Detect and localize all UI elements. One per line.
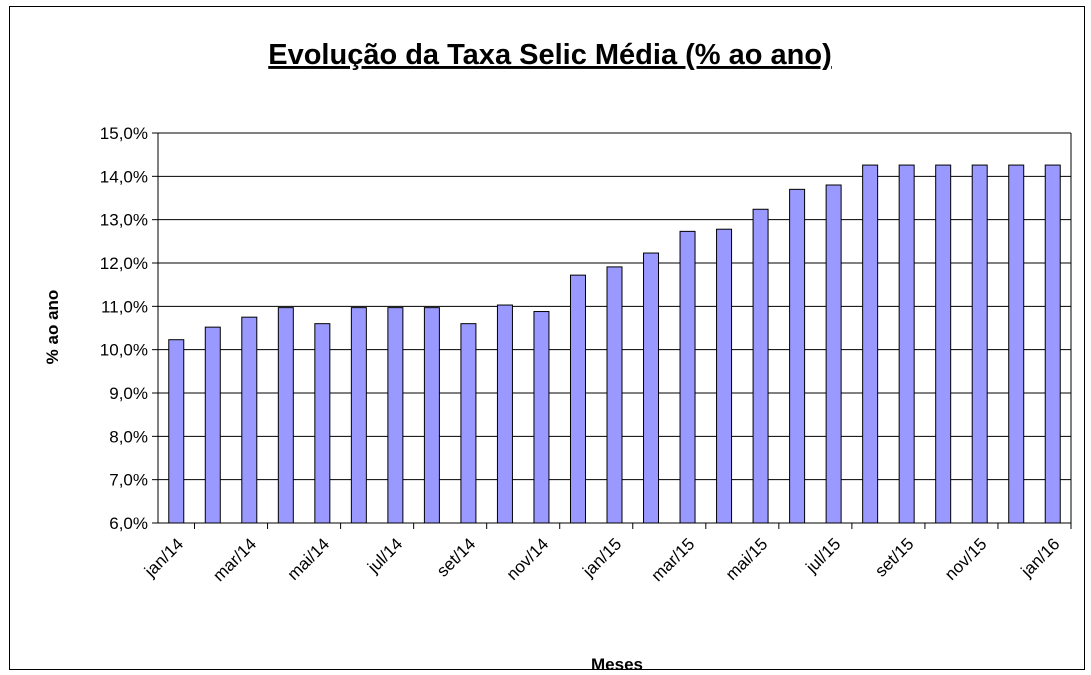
x-tick-label: nov/14 [503,534,553,584]
y-tick-label: 7,0% [109,471,148,490]
axes [152,132,1072,529]
bar [277,307,294,524]
y-tick-label: 11,0% [101,297,148,316]
x-tick-label: jan/14 [140,534,187,581]
x-tick-label: mar/15 [648,534,699,585]
bar [423,307,440,524]
x-tick-label: mai/15 [722,534,772,584]
y-tick-label: 9,0% [109,384,148,403]
y-tick-label: 10,0% [100,341,148,360]
y-tick-label: 15,0% [100,124,148,143]
x-tick-label: set/15 [871,534,917,580]
x-tick-label: mar/14 [209,534,260,585]
bar [1008,164,1025,524]
bar [350,307,367,524]
x-tick-label: mai/14 [284,534,334,584]
y-tick-label: 14,0% [100,167,148,186]
y-tick-label: 8,0% [109,427,148,446]
bar [241,316,258,524]
bar [606,266,623,524]
x-tick-label: jul/14 [363,534,406,577]
bar [862,164,879,524]
x-tick-labels: jan/14 mar/14 mai/14 jul/14 set/14 nov/14 jan/… [140,534,1063,585]
y-tick-label: 6,0% [109,514,148,533]
bar [533,311,550,524]
gridlines [158,132,1071,481]
y-tick-label: 12,0% [100,254,148,273]
bar [569,274,586,524]
chart-title: Evolução da Taxa Selic Média (% ao ano) [268,39,832,71]
bar [935,164,952,524]
bar [460,323,477,524]
bar [314,323,331,524]
bar [898,164,915,524]
bar [168,339,185,524]
bar [204,326,221,524]
bar [825,184,842,524]
x-tick-label: jan/16 [1017,534,1064,581]
x-tick-label: set/14 [433,534,479,580]
bar [716,228,733,524]
y-tick-label: 13,0% [100,211,148,230]
y-axis-title: % ao ano [43,290,62,365]
bar [1044,164,1061,524]
x-axis-title: Meses [591,655,643,674]
bar [679,230,696,524]
x-tick-label: jan/15 [578,534,625,581]
bar [643,252,660,524]
bar [496,304,513,524]
y-tick-labels: 6,0% 7,0% 8,0% 9,0% 10,0% 11,0% 12,0% 13,0% 14,0… [100,124,148,533]
x-tick-label: jul/15 [802,534,845,577]
x-tick-label: nov/15 [941,534,991,584]
bar [752,208,769,524]
bar [387,307,404,524]
bar [789,188,806,524]
bars [168,164,1061,524]
bar [971,164,988,524]
